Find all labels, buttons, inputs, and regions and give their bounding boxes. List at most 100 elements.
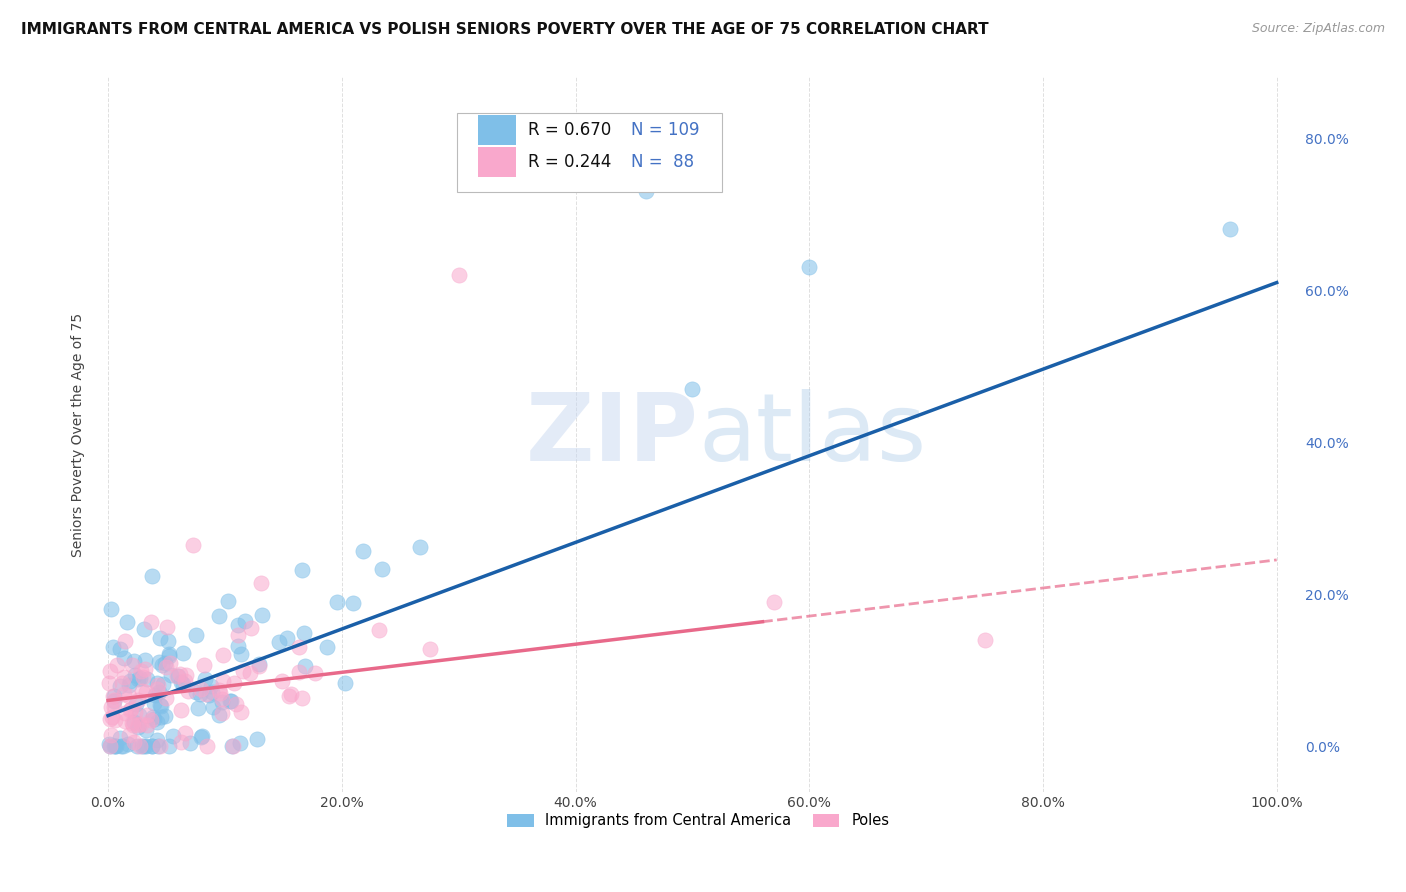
- Immigrants from Central America: [98, 739, 121, 753]
- Text: atlas: atlas: [699, 389, 927, 481]
- Poles: [139, 714, 162, 728]
- Immigrants from Central America: [111, 739, 134, 753]
- Immigrants from Central America: [184, 628, 207, 642]
- Immigrants from Central America: [101, 640, 124, 654]
- Immigrants from Central America: [157, 739, 180, 753]
- Poles: [280, 687, 302, 701]
- Text: R = 0.244: R = 0.244: [529, 153, 612, 171]
- Immigrants from Central America: [326, 595, 349, 609]
- Poles: [176, 668, 198, 682]
- Poles: [114, 706, 136, 721]
- Immigrants from Central America: [108, 731, 131, 745]
- Immigrants from Central America: [799, 260, 821, 275]
- Immigrants from Central America: [127, 720, 149, 734]
- Immigrants from Central America: [335, 675, 357, 690]
- Immigrants from Central America: [172, 677, 194, 691]
- Poles: [211, 706, 233, 720]
- Poles: [250, 576, 273, 591]
- Poles: [100, 728, 122, 742]
- Immigrants from Central America: [153, 708, 176, 723]
- Poles: [98, 665, 121, 679]
- Immigrants from Central America: [115, 615, 138, 629]
- Immigrants from Central America: [134, 652, 156, 666]
- Poles: [129, 739, 152, 753]
- Poles: [239, 665, 262, 680]
- Poles: [98, 675, 121, 690]
- Immigrants from Central America: [247, 657, 270, 671]
- Poles: [103, 693, 125, 707]
- Poles: [287, 640, 309, 654]
- Immigrants from Central America: [103, 690, 125, 704]
- Poles: [148, 678, 170, 692]
- Legend: Immigrants from Central America, Poles: Immigrants from Central America, Poles: [502, 807, 896, 834]
- FancyBboxPatch shape: [478, 115, 516, 145]
- Immigrants from Central America: [134, 622, 156, 636]
- Poles: [240, 621, 263, 635]
- Poles: [367, 624, 389, 638]
- Immigrants from Central America: [157, 634, 180, 648]
- FancyBboxPatch shape: [478, 147, 516, 178]
- Immigrants from Central America: [252, 608, 274, 623]
- Immigrants from Central America: [112, 651, 135, 665]
- Poles: [763, 595, 786, 609]
- Poles: [155, 691, 177, 706]
- Poles: [155, 660, 177, 674]
- Immigrants from Central America: [103, 694, 125, 708]
- Poles: [114, 634, 136, 648]
- Immigrants from Central America: [136, 672, 159, 686]
- Immigrants from Central America: [125, 697, 148, 711]
- Immigrants from Central America: [201, 685, 224, 699]
- Immigrants from Central America: [157, 648, 180, 663]
- Poles: [127, 717, 149, 731]
- Poles: [139, 615, 162, 629]
- Immigrants from Central America: [157, 647, 180, 661]
- Poles: [232, 664, 254, 678]
- Immigrants from Central America: [118, 674, 141, 689]
- Poles: [209, 685, 232, 699]
- Immigrants from Central America: [198, 689, 221, 703]
- Immigrants from Central America: [219, 694, 242, 708]
- Immigrants from Central America: [226, 639, 249, 653]
- Poles: [211, 648, 233, 663]
- Poles: [181, 538, 204, 552]
- Immigrants from Central America: [184, 685, 207, 699]
- Immigrants from Central America: [142, 697, 165, 711]
- Poles: [129, 717, 152, 731]
- Immigrants from Central America: [145, 676, 167, 690]
- Poles: [419, 642, 441, 657]
- Immigrants from Central America: [124, 654, 146, 668]
- Immigrants from Central America: [1219, 222, 1241, 236]
- Text: IMMIGRANTS FROM CENTRAL AMERICA VS POLISH SENIORS POVERTY OVER THE AGE OF 75 COR: IMMIGRANTS FROM CENTRAL AMERICA VS POLIS…: [21, 22, 988, 37]
- Poles: [231, 705, 253, 719]
- Poles: [194, 687, 217, 701]
- Immigrants from Central America: [132, 739, 155, 753]
- Immigrants from Central America: [141, 739, 163, 753]
- Immigrants from Central America: [191, 729, 214, 743]
- Poles: [131, 684, 153, 698]
- Immigrants from Central America: [117, 737, 139, 751]
- Immigrants from Central America: [98, 737, 121, 751]
- FancyBboxPatch shape: [457, 113, 723, 192]
- Immigrants from Central America: [103, 739, 125, 753]
- Poles: [177, 683, 200, 698]
- Poles: [304, 666, 326, 681]
- Immigrants from Central America: [681, 382, 703, 396]
- Poles: [211, 692, 233, 706]
- Immigrants from Central America: [267, 634, 290, 648]
- Poles: [173, 726, 195, 740]
- Poles: [101, 689, 124, 703]
- Immigrants from Central America: [103, 739, 125, 753]
- Immigrants from Central America: [219, 694, 242, 708]
- Poles: [112, 670, 135, 684]
- Y-axis label: Seniors Poverty Over the Age of 75: Seniors Poverty Over the Age of 75: [72, 312, 86, 557]
- Poles: [159, 656, 181, 670]
- Poles: [135, 685, 157, 699]
- Poles: [132, 670, 155, 684]
- Poles: [247, 659, 270, 673]
- Immigrants from Central America: [292, 626, 315, 640]
- Immigrants from Central America: [202, 700, 225, 714]
- Immigrants from Central America: [634, 185, 657, 199]
- Poles: [226, 628, 249, 642]
- Poles: [98, 739, 121, 753]
- Immigrants from Central America: [409, 541, 432, 555]
